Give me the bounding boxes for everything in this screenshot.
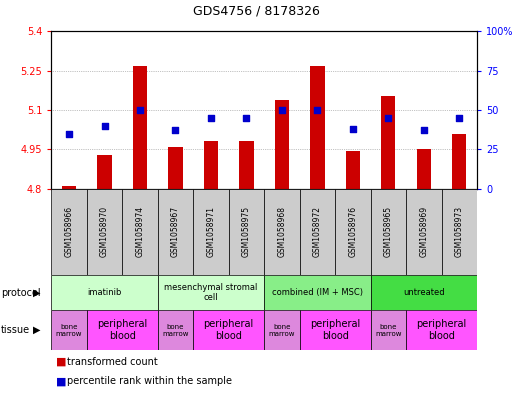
Text: ■: ■ (56, 356, 67, 367)
Text: GSM1058967: GSM1058967 (171, 206, 180, 257)
Bar (310, 66, 325, 189)
Bar (168, 147, 183, 189)
Bar (158, 310, 193, 350)
Text: GSM1058965: GSM1058965 (384, 206, 393, 257)
Text: GSM1058968: GSM1058968 (278, 206, 286, 257)
Text: transformed count: transformed count (67, 356, 157, 367)
Text: bone
marrow: bone marrow (375, 323, 402, 337)
Bar (133, 66, 147, 189)
Text: peripheral
blood: peripheral blood (204, 320, 254, 341)
Bar (204, 141, 218, 189)
Point (278, 107, 286, 113)
Text: protocol: protocol (1, 288, 41, 298)
Text: GSM1058966: GSM1058966 (65, 206, 73, 257)
Text: bone
marrow: bone marrow (269, 323, 295, 337)
Text: ▶: ▶ (33, 288, 41, 298)
Point (171, 127, 180, 134)
Bar (452, 134, 466, 189)
Text: GSM1058974: GSM1058974 (135, 206, 145, 257)
Text: GSM1058970: GSM1058970 (100, 206, 109, 257)
Text: peripheral
blood: peripheral blood (97, 320, 147, 341)
Point (207, 115, 215, 121)
Bar (346, 151, 360, 189)
Bar (62, 186, 76, 189)
Text: combined (IM + MSC): combined (IM + MSC) (272, 288, 363, 297)
Bar (87, 189, 122, 275)
Bar (264, 189, 300, 275)
Bar (370, 189, 406, 275)
Text: GSM1058972: GSM1058972 (313, 206, 322, 257)
Text: bone
marrow: bone marrow (56, 323, 82, 337)
Bar (51, 189, 87, 275)
Point (384, 115, 392, 121)
Bar (370, 275, 477, 310)
Bar (229, 189, 264, 275)
Bar (275, 99, 289, 189)
Text: GSM1058971: GSM1058971 (206, 206, 215, 257)
Bar (51, 275, 158, 310)
Bar (300, 189, 335, 275)
Point (420, 127, 428, 134)
Bar (51, 310, 87, 350)
Text: peripheral
blood: peripheral blood (310, 320, 360, 341)
Bar (370, 310, 406, 350)
Text: bone
marrow: bone marrow (162, 323, 189, 337)
Text: tissue: tissue (1, 325, 30, 335)
Point (65, 130, 73, 137)
Text: GSM1058969: GSM1058969 (419, 206, 428, 257)
Point (313, 107, 322, 113)
Bar (87, 310, 158, 350)
Text: GSM1058976: GSM1058976 (348, 206, 358, 257)
Bar (158, 275, 264, 310)
Text: untreated: untreated (403, 288, 445, 297)
Text: ■: ■ (56, 376, 67, 386)
Bar (158, 189, 193, 275)
Text: imatinib: imatinib (87, 288, 122, 297)
Bar (97, 154, 112, 189)
Text: peripheral
blood: peripheral blood (417, 320, 467, 341)
Bar (442, 189, 477, 275)
Text: GDS4756 / 8178326: GDS4756 / 8178326 (193, 5, 320, 18)
Point (242, 115, 250, 121)
Bar (240, 141, 253, 189)
Point (455, 115, 463, 121)
Bar (406, 189, 442, 275)
Text: percentile rank within the sample: percentile rank within the sample (67, 376, 232, 386)
Point (349, 126, 357, 132)
Point (136, 107, 144, 113)
Bar (300, 310, 370, 350)
Text: GSM1058973: GSM1058973 (455, 206, 464, 257)
Point (101, 123, 109, 129)
Text: ▶: ▶ (33, 325, 41, 335)
Bar (264, 310, 300, 350)
Text: GSM1058975: GSM1058975 (242, 206, 251, 257)
Bar (264, 275, 370, 310)
Bar (193, 310, 264, 350)
Bar (381, 95, 396, 189)
Bar (406, 310, 477, 350)
Text: mesenchymal stromal
cell: mesenchymal stromal cell (164, 283, 258, 303)
Bar (335, 189, 370, 275)
Bar (417, 149, 431, 189)
Bar (193, 189, 229, 275)
Bar (122, 189, 158, 275)
